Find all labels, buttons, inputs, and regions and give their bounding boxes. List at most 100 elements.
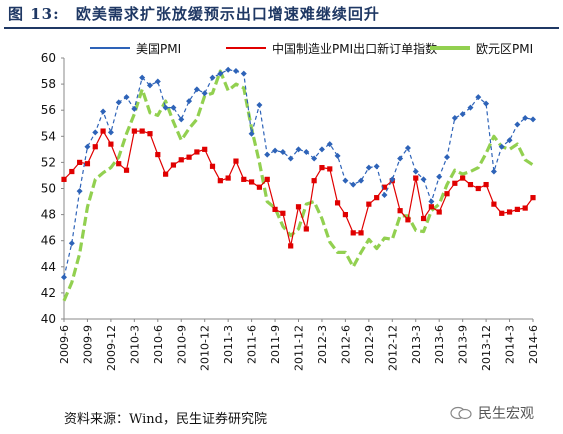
data-point-us [131,105,138,112]
data-point-china [233,158,239,164]
legend-swatch-us [90,47,130,49]
wechat-icon [450,406,472,420]
legend-swatch-china [226,47,266,49]
y-tick-label: 52 [41,155,56,169]
data-point-china [381,184,388,190]
data-point-us [334,152,341,159]
x-tick-label: 2010-12 [199,325,212,371]
x-tick-label: 2012-9 [363,325,376,364]
x-tick-label: 2010-9 [175,325,188,364]
data-point-us [326,141,333,148]
x-tick-label: 2014-3 [504,325,517,364]
data-point-china [217,178,223,184]
x-tick-label: 2013-3 [410,325,423,364]
data-point-us [123,94,130,101]
data-point-china [428,204,434,210]
data-point-us [248,130,255,137]
data-point-china [444,191,450,197]
legend-swatch-euro [430,46,470,50]
data-point-us [428,198,435,205]
x-tick-label: 2010-3 [128,325,141,364]
data-point-us [530,116,536,123]
data-point-china [209,163,216,169]
data-point-us [162,104,169,111]
data-point-us [467,104,474,111]
watermark-text: 民生宏观 [478,406,534,422]
data-point-us [404,145,411,152]
data-point-china [147,131,153,137]
data-point-china [170,162,177,168]
y-tick-label: 50 [41,182,56,196]
data-point-china [295,204,302,210]
data-point-us [68,240,75,247]
data-point-us [186,98,193,105]
data-point-china [436,209,442,215]
data-point-us [178,116,185,123]
data-point-china [374,195,380,201]
x-tick-label: 2011-6 [246,325,259,364]
x-tick-label: 2013-9 [457,325,470,364]
data-point-china [522,205,528,211]
x-tick-label: 2012-12 [386,325,399,371]
data-point-us [76,188,83,195]
data-point-us [154,78,161,85]
data-point-china [264,176,270,182]
x-tick-label: 2009-9 [81,325,94,364]
data-point-china [350,230,356,236]
data-point-us [170,104,177,111]
data-point-china [420,215,427,222]
data-point-us [115,99,122,106]
data-point-china [178,157,184,163]
x-tick-label: 2012-3 [316,325,329,364]
data-point-us [381,192,388,199]
y-tick-label: 58 [41,77,56,91]
data-point-china [514,206,520,212]
data-point-us [506,137,513,144]
data-point-us [451,115,458,122]
data-point-us [397,155,404,162]
y-tick-label: 44 [41,260,56,274]
data-point-us [342,177,349,184]
data-point-us [420,176,427,183]
data-point-us [139,74,146,81]
data-point-us [217,70,224,77]
legend-item-us: 美国PMI [90,34,181,62]
data-point-china [334,200,341,206]
data-point-china [405,217,411,223]
data-point-china [116,161,122,167]
data-point-us [498,143,505,150]
data-point-china [241,176,247,182]
y-tick-label: 48 [41,208,56,222]
watermark: 民生宏观 [450,403,534,423]
data-point-us [100,108,107,115]
data-point-us [459,111,466,118]
data-point-china [303,226,309,232]
data-point-us [256,101,263,108]
series-line-2 [62,69,534,302]
data-point-china [491,201,497,207]
data-point-us [193,86,200,93]
data-point-china [249,179,255,185]
y-tick-label: 42 [41,286,56,300]
data-point-us [490,168,497,175]
data-point-us [61,274,67,281]
data-point-us [389,176,396,183]
data-point-us [209,74,216,81]
data-point-us [373,163,380,170]
data-point-us [232,68,239,75]
data-point-china [61,176,67,182]
data-point-china [342,212,348,218]
x-tick-label: 2010-6 [152,325,165,364]
data-point-us [358,177,365,184]
data-point-us [444,154,451,161]
data-point-china [84,161,91,167]
legend-label-china: 中国制造业PMI出口新订单指数 [272,41,438,56]
data-point-china [319,165,325,171]
data-point-us [201,90,208,97]
data-point-us [318,146,325,153]
data-point-china [288,243,294,249]
x-tick-label: 2011-12 [293,325,306,371]
legend-item-china: 中国制造业PMI出口新订单指数 [226,34,437,62]
data-point-us [475,94,482,101]
data-point-us [303,148,310,155]
